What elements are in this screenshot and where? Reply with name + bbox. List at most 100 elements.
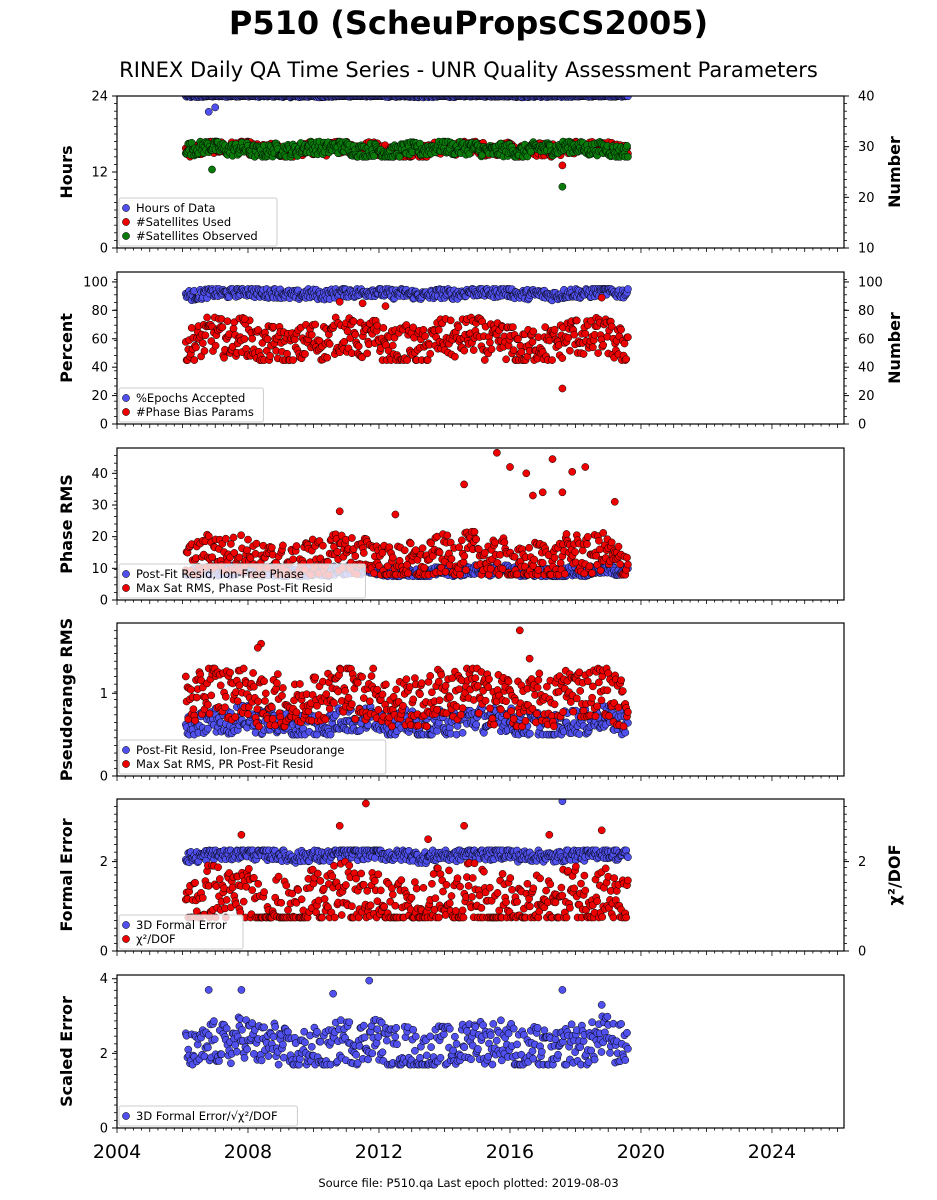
data-point <box>458 704 467 712</box>
data-point <box>200 347 209 355</box>
data-point <box>446 538 455 547</box>
data-point <box>595 536 603 545</box>
data-point <box>623 553 631 562</box>
data-point <box>491 538 499 547</box>
y-tick-label: 0 <box>100 242 108 257</box>
data-point <box>470 528 479 536</box>
legend-box <box>118 387 264 423</box>
data-point <box>273 670 282 678</box>
data-point <box>434 326 443 334</box>
data-point <box>481 696 490 705</box>
data-point <box>596 566 605 575</box>
data-point <box>230 549 239 557</box>
data-point <box>340 337 349 346</box>
data-point <box>197 352 205 361</box>
data-point <box>560 570 569 578</box>
data-point <box>370 569 378 578</box>
data-point <box>480 356 489 364</box>
data-point <box>229 533 238 542</box>
data-point <box>374 705 383 714</box>
outlier-point <box>211 103 220 112</box>
outlier-point <box>529 491 537 500</box>
data-point <box>474 709 483 718</box>
data-point <box>205 709 214 718</box>
data-point <box>487 345 496 354</box>
data-point <box>279 541 287 550</box>
data-point <box>260 677 268 686</box>
data-points <box>181 96 632 191</box>
data-point <box>607 538 616 547</box>
data-point <box>341 687 349 695</box>
data-point <box>235 553 244 562</box>
data-point <box>622 355 631 364</box>
data-point <box>418 544 427 553</box>
data-point <box>365 697 374 706</box>
outlier-point <box>558 384 567 393</box>
data-point <box>455 685 464 694</box>
data-point <box>498 564 507 573</box>
data-point <box>191 716 199 725</box>
data-point <box>433 727 441 735</box>
data-point <box>575 730 584 738</box>
series-3 <box>181 137 632 191</box>
data-point <box>426 672 435 680</box>
series-2 <box>181 626 632 731</box>
data-point <box>616 560 625 569</box>
chart-title: P510 (ScheuPropsCS2005) <box>228 4 709 42</box>
data-point <box>181 672 190 681</box>
data-point <box>292 542 301 550</box>
y-right-tick-label: 20 <box>858 389 875 404</box>
outlier-point <box>208 165 216 174</box>
data-point <box>239 664 248 673</box>
y-right-tick-label: 30 <box>858 140 875 155</box>
data-point <box>227 540 235 548</box>
outlier-point <box>460 480 468 489</box>
data-point <box>395 152 404 161</box>
outlier-point <box>558 161 567 170</box>
data-point <box>358 673 366 681</box>
data-point <box>502 355 510 364</box>
data-point <box>581 329 590 338</box>
data-point <box>392 685 401 694</box>
data-point <box>624 285 632 293</box>
data-point <box>454 323 463 332</box>
outlier-point <box>538 488 547 497</box>
outlier-point <box>558 182 567 191</box>
data-point <box>520 562 529 571</box>
data-point <box>451 352 459 361</box>
data-point <box>416 690 424 699</box>
y-tick-label: 20 <box>91 389 108 404</box>
data-point <box>426 349 435 358</box>
data-point <box>240 335 249 343</box>
data-point <box>268 714 277 723</box>
data-point <box>485 675 493 684</box>
data-point <box>382 680 390 689</box>
data-point <box>296 680 304 688</box>
legend-entry: Post-Fit Resid, Ion-Free Phase <box>136 567 304 581</box>
outlier-point <box>581 463 590 471</box>
legend-entry: #Phase Bias Params <box>136 405 254 419</box>
data-point <box>343 327 352 336</box>
data-point <box>244 535 252 544</box>
y-right-tick-label: 0 <box>858 418 866 433</box>
data-point <box>203 313 211 322</box>
data-point <box>190 356 199 364</box>
data-point <box>351 715 360 723</box>
data-point <box>323 353 332 362</box>
legend-entry: #Satellites Observed <box>136 229 258 243</box>
data-point <box>592 551 601 560</box>
outlier-point <box>568 467 577 476</box>
data-points <box>181 626 632 739</box>
data-point <box>589 343 597 352</box>
series-1 <box>181 285 632 305</box>
data-point <box>333 548 342 556</box>
data-point <box>614 542 623 551</box>
data-point <box>462 566 470 574</box>
data-point <box>513 570 521 579</box>
data-point <box>419 325 428 334</box>
data-point <box>208 553 217 562</box>
data-point <box>266 352 274 360</box>
y-tick-label: 24 <box>91 90 108 105</box>
data-point <box>289 555 297 564</box>
data-point <box>349 317 358 326</box>
